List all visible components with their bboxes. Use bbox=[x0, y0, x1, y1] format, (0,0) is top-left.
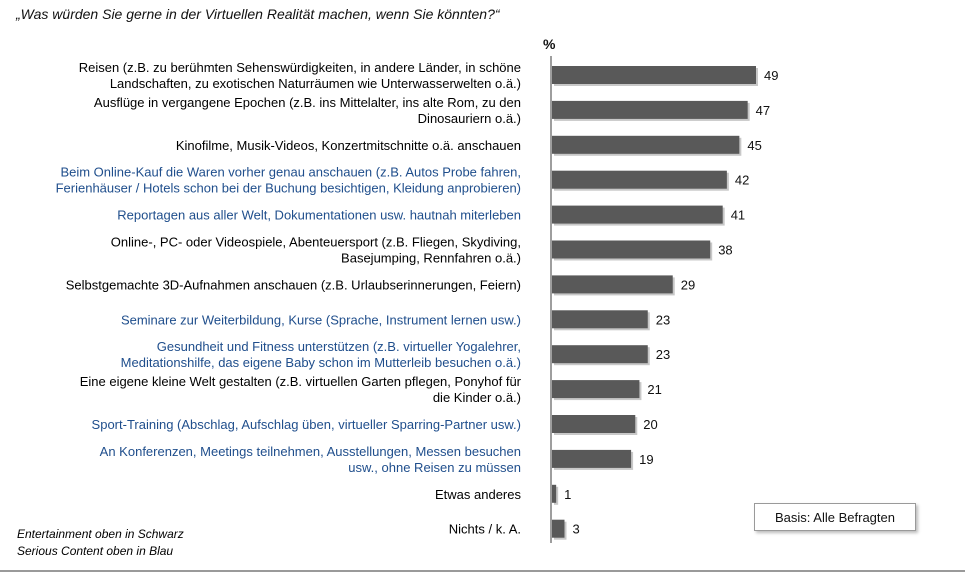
category-label-line: Reisen (z.B. zu berühmten Sehenswürdigke… bbox=[79, 60, 521, 75]
category-label-line: Sport-Training (Abschlag, Aufschlag üben… bbox=[92, 417, 521, 432]
category-label: An Konferenzen, Meetings teilnehmen, Aus… bbox=[100, 444, 521, 475]
bar bbox=[552, 135, 740, 154]
category-label: Nichts / k. A. bbox=[449, 522, 521, 537]
footer-divider bbox=[0, 570, 965, 572]
category-label-line: Gesundheit und Fitness unterstützen (z.B… bbox=[157, 339, 521, 354]
category-label-line: usw., ohne Reisen zu müssen bbox=[348, 460, 521, 475]
value-label: 42 bbox=[735, 173, 749, 188]
category-label-line: Meditationshilfe, das eigene Baby schon … bbox=[121, 355, 521, 370]
value-label: 19 bbox=[639, 452, 653, 467]
legend-note-entertainment: Entertainment oben in Schwarz bbox=[17, 527, 184, 541]
category-label-line: Selbstgemachte 3D-Aufnahmen anschauen (z… bbox=[66, 277, 521, 292]
category-label-line: Online-, PC- oder Videospiele, Abenteuer… bbox=[111, 235, 521, 250]
category-label-line: Etwas anderes bbox=[435, 487, 521, 502]
category-label-line: Seminare zur Weiterbildung, Kurse (Sprac… bbox=[121, 312, 521, 327]
value-label: 1 bbox=[564, 487, 571, 502]
value-label: 21 bbox=[647, 382, 661, 397]
bar bbox=[552, 310, 648, 329]
category-label: Etwas anderes bbox=[435, 487, 521, 502]
value-label: 23 bbox=[656, 347, 670, 362]
category-label: Selbstgemachte 3D-Aufnahmen anschauen (z… bbox=[66, 277, 521, 292]
bar bbox=[552, 415, 636, 433]
bar bbox=[552, 345, 648, 364]
value-label: 45 bbox=[747, 138, 761, 153]
value-label: 23 bbox=[656, 312, 670, 327]
category-label: Eine eigene kleine Welt gestalten (z.B. … bbox=[80, 374, 522, 405]
category-label-line: Ferienhäuser / Hotels schon bei der Buch… bbox=[56, 181, 521, 196]
value-label: 29 bbox=[681, 277, 695, 292]
category-label: Kinofilme, Musik-Videos, Konzertmitschni… bbox=[176, 138, 521, 153]
bar bbox=[552, 205, 723, 224]
category-label: Sport-Training (Abschlag, Aufschlag üben… bbox=[92, 417, 521, 432]
category-label-line: Kinofilme, Musik-Videos, Konzertmitschni… bbox=[176, 138, 521, 153]
category-label: Ausflüge in vergangene Epochen (z.B. ins… bbox=[94, 95, 521, 126]
category-label-line: An Konferenzen, Meetings teilnehmen, Aus… bbox=[100, 444, 521, 459]
bar bbox=[552, 484, 557, 503]
value-label: 38 bbox=[718, 243, 732, 258]
value-label: 3 bbox=[572, 522, 579, 537]
value-label: 47 bbox=[756, 103, 770, 118]
category-label-line: Ausflüge in vergangene Epochen (z.B. ins… bbox=[94, 95, 521, 110]
bars-layer bbox=[552, 66, 758, 540]
category-label-line: Dinosauriern o.ä.) bbox=[418, 111, 521, 126]
category-label-line: Landschaften, zu exotischen Naturräumen … bbox=[110, 76, 521, 91]
category-label-line: Nichts / k. A. bbox=[449, 522, 521, 537]
category-label: Reportagen aus aller Welt, Dokumentation… bbox=[117, 208, 521, 223]
category-label-line: Reportagen aus aller Welt, Dokumentation… bbox=[117, 208, 521, 223]
bar bbox=[552, 240, 711, 259]
bar bbox=[552, 170, 727, 189]
category-label: Online-, PC- oder Videospiele, Abenteuer… bbox=[111, 235, 521, 266]
category-label-line: die Kinder o.ä.) bbox=[433, 390, 521, 405]
bar bbox=[552, 380, 640, 399]
bar bbox=[552, 100, 748, 119]
unit-label: % bbox=[543, 36, 556, 52]
category-labels-layer: 49 Reisen (z.B. zu berühmten Sehenswürdig… bbox=[56, 60, 779, 537]
category-label: Beim Online-Kauf die Waren vorher genau … bbox=[56, 165, 521, 196]
bar bbox=[552, 66, 756, 84]
legend-note-serious: Serious Content oben in Blau bbox=[17, 544, 174, 558]
bar bbox=[552, 519, 565, 538]
value-label: 20 bbox=[643, 417, 657, 432]
category-label: Gesundheit und Fitness unterstützen (z.B… bbox=[121, 339, 521, 370]
category-label-line: Beim Online-Kauf die Waren vorher genau … bbox=[60, 165, 521, 180]
category-label-line: Eine eigene kleine Welt gestalten (z.B. … bbox=[80, 374, 522, 389]
value-label: 49 bbox=[764, 68, 778, 83]
bar bbox=[552, 449, 632, 468]
category-label: Seminare zur Weiterbildung, Kurse (Sprac… bbox=[121, 312, 521, 327]
category-label-line: Basejumping, Rennfahren o.ä.) bbox=[341, 251, 521, 266]
category-label: Reisen (z.B. zu berühmten Sehenswürdigke… bbox=[79, 60, 521, 91]
bar bbox=[552, 275, 673, 294]
value-label: 41 bbox=[731, 208, 745, 223]
basis-note: Basis: Alle Befragten bbox=[754, 503, 916, 531]
survey-question: „Was würden Sie gerne in der Virtuellen … bbox=[16, 6, 500, 22]
